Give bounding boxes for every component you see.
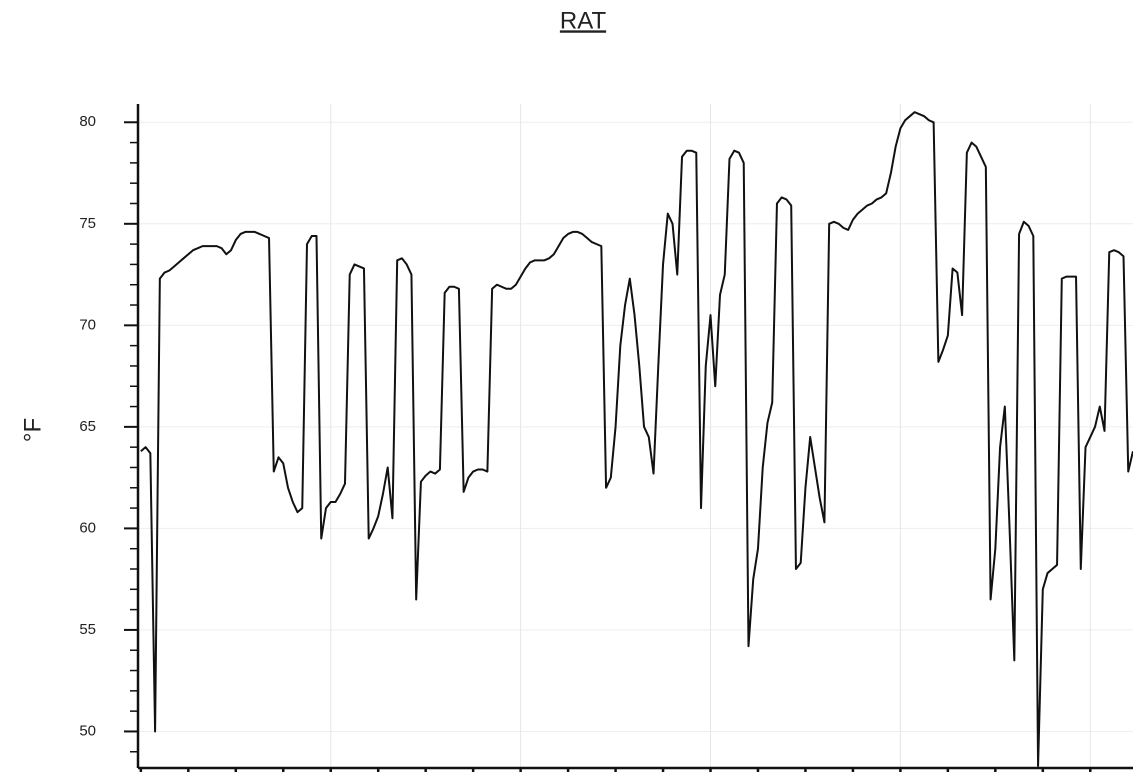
- y-tick-label: 50: [79, 722, 96, 739]
- y-axis-label: °F: [19, 418, 46, 442]
- y-tick-label: 75: [79, 215, 96, 232]
- data-line: [140, 111, 1133, 767]
- y-tick-label: 70: [79, 316, 96, 333]
- y-tick-label: 80: [79, 113, 96, 130]
- y-tick-label: 65: [79, 418, 96, 435]
- y-tick-label: 60: [79, 519, 96, 536]
- y-tick-label: 55: [79, 621, 96, 638]
- chart-title: RAT: [560, 7, 607, 34]
